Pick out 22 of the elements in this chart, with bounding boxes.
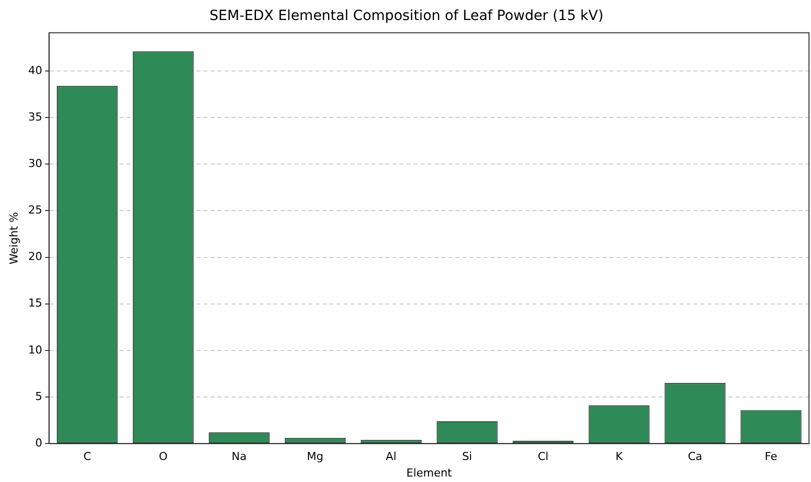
y-axis-title: Weight %	[7, 212, 20, 264]
x-tick-label: Na	[232, 450, 247, 464]
y-tick-label: 30	[28, 157, 42, 170]
y-tick-label: 15	[28, 296, 42, 310]
x-tick-label: Fe	[764, 450, 778, 464]
x-tick-label: C	[83, 450, 92, 464]
x-tick-label: O	[158, 450, 168, 464]
y-tick-label: 40	[28, 64, 42, 77]
y-tick-label: 5	[35, 390, 42, 403]
chart-title: SEM-EDX Elemental Composition of Leaf Powder (15 kV)	[210, 8, 604, 24]
x-tick-label: Si	[462, 450, 472, 464]
y-tick-label: 0	[35, 436, 42, 450]
x-axis-title: Element	[406, 466, 453, 480]
y-tick-label: 10	[28, 343, 42, 356]
y-tick-label: 25	[28, 204, 42, 217]
x-tick-label: K	[615, 450, 624, 464]
y-tick-label: 35	[28, 110, 42, 124]
x-tick-label: Al	[386, 450, 396, 464]
x-tick-label: Ca	[688, 450, 702, 464]
y-tick-label: 20	[28, 250, 42, 264]
x-tick-label: Cl	[538, 450, 548, 464]
x-tick-label: Mg	[306, 450, 324, 464]
